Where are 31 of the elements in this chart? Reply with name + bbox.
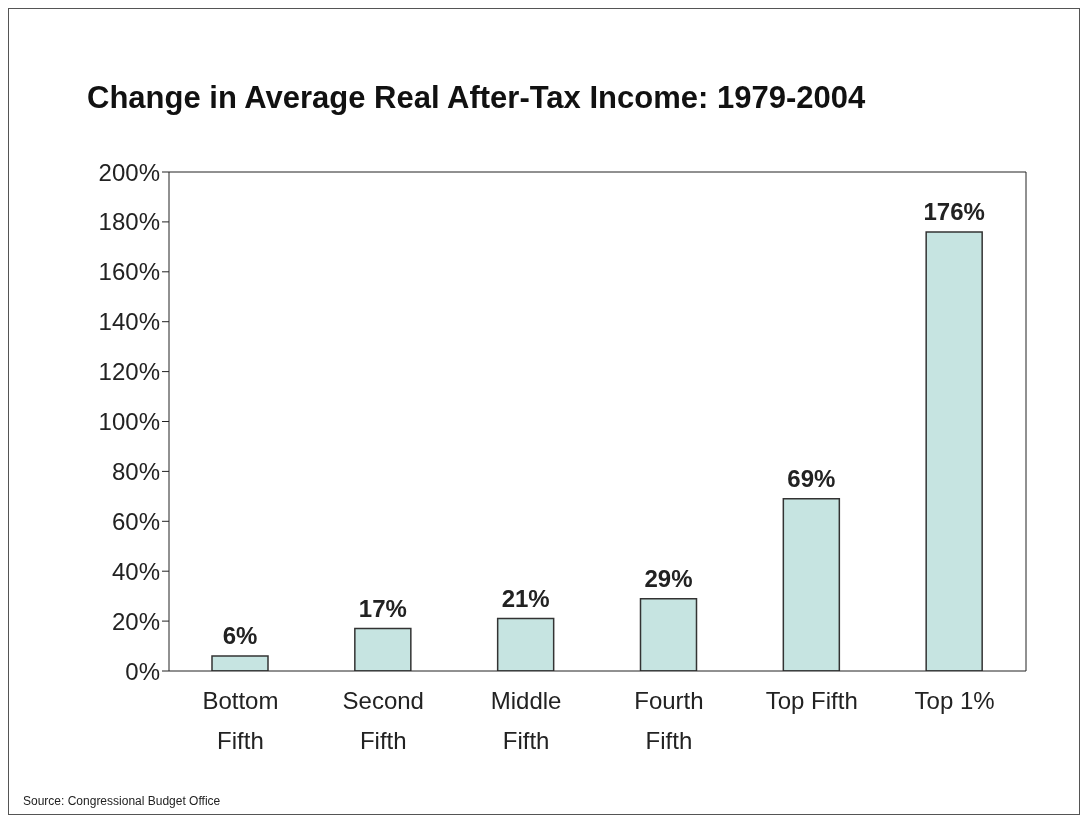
data-label: 176%	[923, 197, 985, 225]
x-tick-label: Fourth Fifth	[634, 687, 704, 754]
bar	[496, 617, 555, 671]
y-tick-label: 160%	[98, 258, 160, 286]
y-tick-label: 180%	[98, 208, 160, 236]
y-tick-label: 40%	[111, 557, 160, 585]
y-tick-label: 200%	[98, 158, 160, 186]
x-tick-label: Top Fifth	[765, 687, 858, 714]
y-tick-label: 20%	[111, 607, 160, 635]
chart-title: Change in Average Real After-Tax Income: 1979-2004	[87, 79, 867, 117]
bar	[925, 231, 983, 671]
x-tick-label: Second Fifth	[342, 687, 424, 754]
x-tick-label: Middle Fifth	[490, 687, 562, 754]
x-tick-label: Bottom Fifth	[202, 687, 279, 754]
data-label: 21%	[501, 584, 550, 612]
y-tick-label: 140%	[98, 308, 160, 336]
data-label: 17%	[358, 594, 407, 622]
data-label: 6%	[222, 622, 258, 650]
y-tick-label: 120%	[98, 358, 160, 386]
y-tick-label: 60%	[111, 507, 160, 535]
bar	[639, 597, 698, 671]
data-label: 69%	[787, 464, 836, 492]
bar	[211, 655, 269, 671]
y-tick-label: 0%	[125, 657, 160, 685]
bar	[782, 498, 841, 671]
source-note: Source: Congressional Budget Office	[23, 794, 221, 808]
x-tick-label: Top 1%	[914, 687, 995, 714]
data-label: 29%	[644, 564, 693, 592]
bar	[354, 627, 412, 671]
y-tick-label: 100%	[98, 408, 160, 436]
y-tick-label: 80%	[111, 457, 160, 485]
